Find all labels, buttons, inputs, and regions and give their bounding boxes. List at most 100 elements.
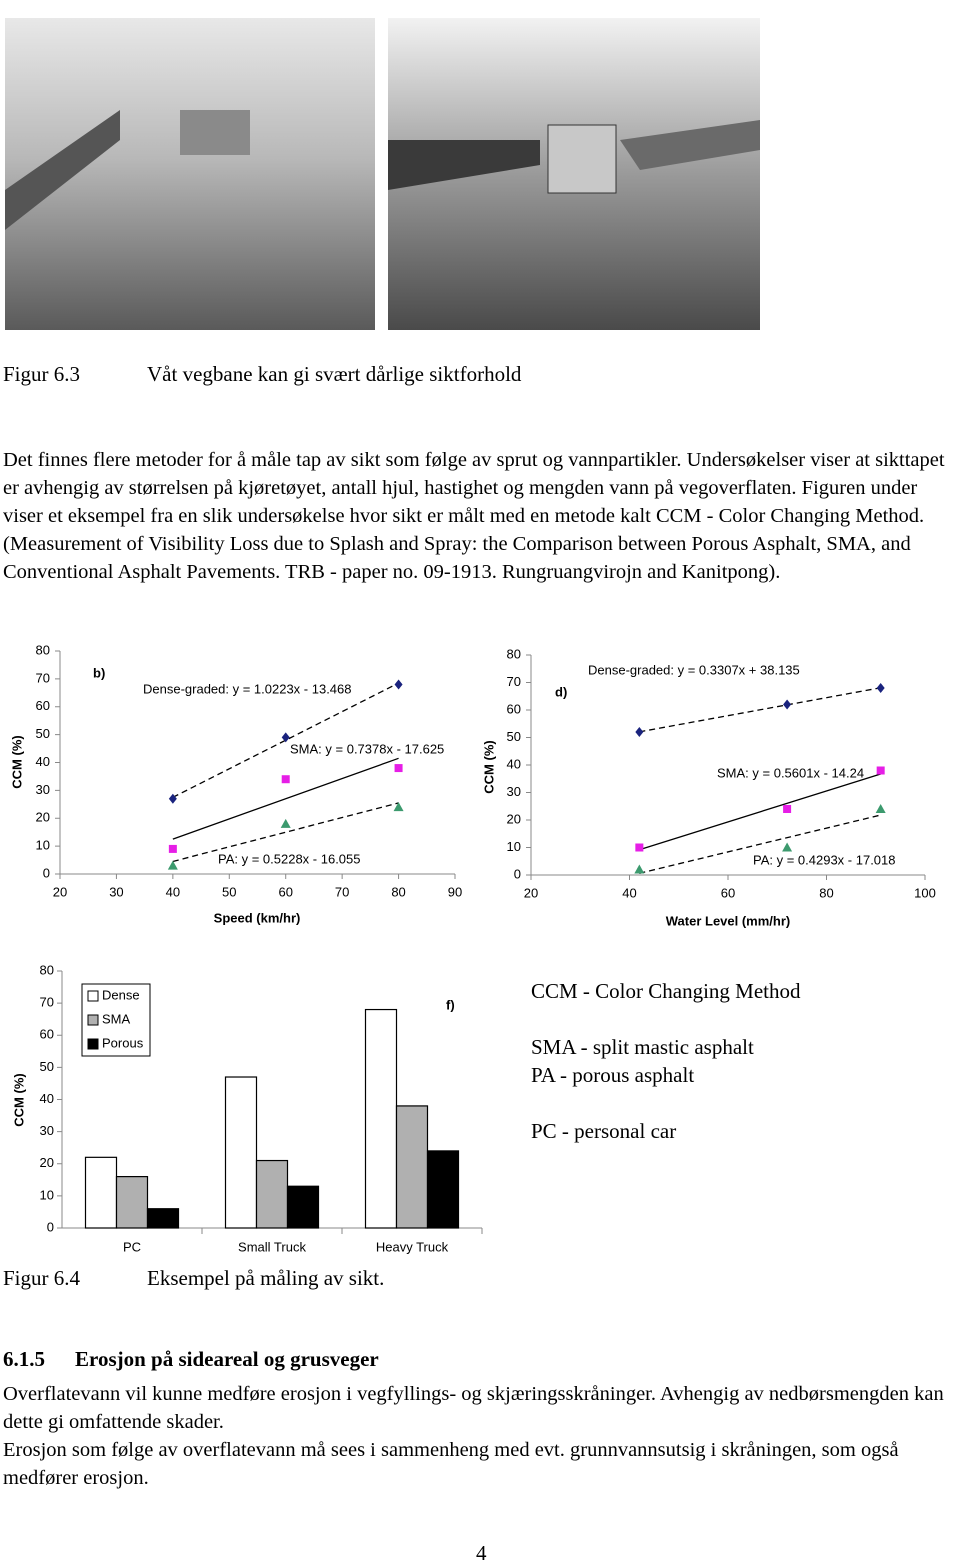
y-tick-label: 0 — [43, 865, 50, 880]
legend-label: Porous — [102, 1035, 144, 1050]
abbreviation: PA - porous asphalt — [531, 1063, 695, 1087]
y-tick-label: 30 — [40, 1123, 54, 1138]
point — [281, 732, 290, 743]
x-tick-label: PC — [123, 1239, 141, 1254]
figure-number: Figur 6.4 — [3, 1266, 81, 1290]
y-tick-label: 80 — [36, 642, 50, 657]
bar — [364, 1008, 398, 1229]
trend-equation: SMA: y = 0.5601x - 14.24 — [717, 765, 864, 780]
trend-line — [639, 773, 881, 851]
trend-line — [639, 814, 881, 874]
paragraph: Det finnes flere metoder for å måle tap … — [3, 449, 945, 583]
page-number: 4 — [476, 1541, 487, 1565]
trend-line — [172, 757, 399, 840]
photo-detail — [620, 120, 760, 170]
y-tick-label: 40 — [36, 754, 50, 769]
y-tick-label: 30 — [507, 784, 521, 799]
y-tick-label: 10 — [507, 839, 521, 854]
y-tick-label: 20 — [36, 810, 50, 825]
y-axis-label: CCM (%) — [481, 740, 496, 793]
x-tick-label: 60 — [278, 884, 292, 899]
y-tick-label: 20 — [507, 811, 521, 826]
y-tick-label: 10 — [40, 1187, 54, 1202]
bar — [426, 1150, 460, 1229]
y-tick-label: 70 — [507, 674, 521, 689]
point — [167, 860, 178, 870]
legend-label: Dense — [102, 987, 140, 1002]
y-tick-label: 0 — [47, 1219, 54, 1234]
x-axis-label: Water Level (mm/hr) — [666, 913, 791, 928]
point — [876, 766, 885, 775]
point — [635, 843, 644, 852]
trend-equation: Dense-graded: y = 1.0223x - 13.468 — [143, 681, 352, 696]
legend-swatch — [87, 1014, 99, 1026]
panel-label: f) — [446, 997, 455, 1012]
y-tick-label: 50 — [507, 729, 521, 744]
legend-label: SMA — [102, 1011, 131, 1026]
y-tick-label: 40 — [40, 1091, 54, 1106]
figure-number: Figur 6.3 — [3, 362, 81, 386]
x-tick-label: 20 — [53, 884, 67, 899]
y-tick-label: 70 — [36, 670, 50, 685]
y-tick-label: 50 — [36, 726, 50, 741]
trend-equation: Dense-graded: y = 0.3307x + 38.135 — [588, 662, 800, 677]
y-tick-label: 10 — [36, 838, 50, 853]
y-tick-label: 60 — [40, 1027, 54, 1042]
point — [168, 793, 177, 804]
point — [634, 864, 645, 874]
y-tick-label: 20 — [40, 1155, 54, 1170]
bar — [286, 1185, 320, 1229]
trend-equation: PA: y = 0.5228x - 16.055 — [218, 851, 361, 866]
y-tick-label: 80 — [40, 962, 54, 977]
point — [394, 764, 403, 773]
x-tick-label: 70 — [335, 884, 349, 899]
paragraph: Overflatevann vil kunne medføre erosjon … — [3, 1383, 944, 1433]
x-tick-label: 40 — [622, 885, 636, 900]
x-tick-label: 90 — [448, 884, 462, 899]
legend-swatch — [87, 990, 99, 1002]
point — [635, 727, 644, 737]
y-tick-label: 70 — [40, 995, 54, 1010]
trend-line — [639, 687, 881, 733]
bar — [84, 1156, 118, 1229]
photo-detail — [547, 124, 617, 194]
point — [281, 775, 290, 784]
bar — [395, 1105, 429, 1229]
y-tick-label: 30 — [36, 782, 50, 797]
x-tick-label: 100 — [914, 885, 936, 900]
x-tick-label: Heavy Truck — [376, 1239, 449, 1254]
legend-swatch — [87, 1038, 99, 1050]
x-tick-label: 80 — [391, 884, 405, 899]
section-title: Erosjon på sideareal og grusveger — [75, 1347, 379, 1371]
photo-detail — [180, 110, 250, 155]
x-tick-label: 80 — [819, 885, 833, 900]
x-tick-label: 30 — [109, 884, 123, 899]
panel-label: d) — [555, 684, 567, 699]
trend-equation: SMA: y = 0.7378x - 17.625 — [290, 741, 444, 756]
bar — [224, 1076, 258, 1229]
y-tick-label: 0 — [514, 866, 521, 881]
abbreviation: CCM - Color Changing Method — [531, 979, 801, 1003]
point — [783, 699, 792, 710]
x-tick-label: 60 — [721, 885, 735, 900]
point — [783, 805, 792, 813]
point — [168, 844, 177, 853]
section-number: 6.1.5 — [3, 1347, 45, 1371]
figure-caption: Våt vegbane kan gi svært dårlige siktfor… — [147, 362, 522, 386]
y-tick-label: 80 — [507, 646, 521, 661]
trend-line — [172, 802, 399, 863]
y-tick-label: 40 — [507, 756, 521, 771]
photo-detail — [388, 140, 540, 190]
y-axis-label: CCM (%) — [11, 1073, 26, 1126]
point — [876, 683, 885, 693]
x-tick-label: 50 — [222, 884, 236, 899]
point — [782, 842, 793, 852]
bar — [255, 1159, 289, 1229]
figure-caption: Eksempel på måling av sikt. — [147, 1266, 385, 1290]
x-tick-label: 20 — [524, 885, 538, 900]
trend-line — [172, 682, 399, 798]
panel-label: b) — [93, 665, 105, 680]
y-tick-label: 50 — [40, 1059, 54, 1074]
photo-detail — [5, 110, 120, 230]
